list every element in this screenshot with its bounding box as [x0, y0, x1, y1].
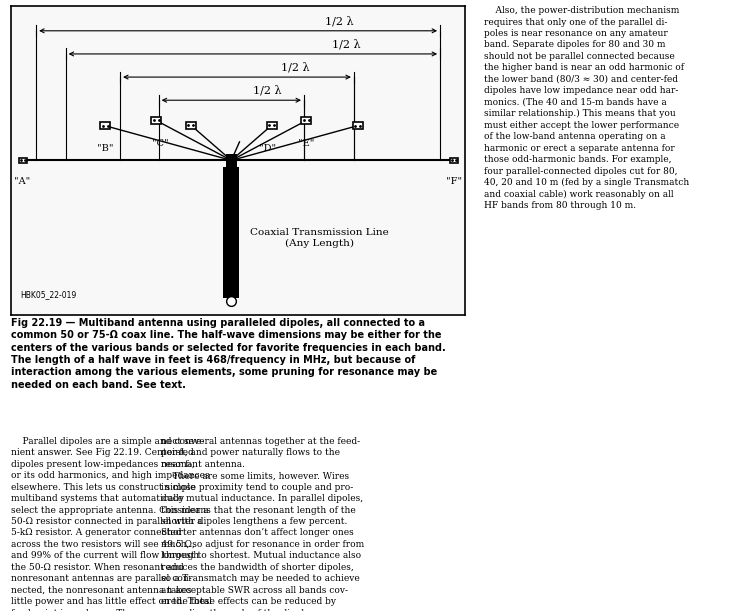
Text: 1/2 λ: 1/2 λ — [281, 62, 310, 73]
Text: "C": "C" — [152, 139, 169, 148]
Text: Fig 22.19 — Multiband antenna using paralleled dipoles, all connected to a
commo: Fig 22.19 — Multiband antenna using para… — [11, 318, 446, 390]
Text: "E": "E" — [298, 139, 314, 148]
Text: Parallel dipoles are a simple and conve-
nient answer. See Fig 22.19. Center-fed: Parallel dipoles are a simple and conve-… — [11, 437, 212, 611]
Bar — [224, 167, 239, 298]
Bar — [352, 122, 362, 129]
Text: 1/2 λ: 1/2 λ — [325, 16, 353, 26]
Bar — [152, 117, 161, 124]
Text: 1/2 λ: 1/2 λ — [254, 85, 282, 95]
Text: "D": "D" — [259, 144, 276, 153]
Text: Coaxial Transmission Line
(Any Length): Coaxial Transmission Line (Any Length) — [251, 229, 389, 248]
Text: "F": "F" — [446, 177, 462, 186]
Bar — [186, 122, 196, 128]
Bar — [100, 122, 110, 129]
Text: "B": "B" — [97, 144, 113, 153]
Text: 1/2 λ: 1/2 λ — [332, 39, 361, 49]
Bar — [267, 122, 277, 128]
Text: Also, the power-distribution mechanism
requires that only one of the parallel di: Also, the power-distribution mechanism r… — [484, 6, 689, 210]
Bar — [226, 153, 237, 167]
Bar — [449, 158, 458, 163]
Text: "A": "A" — [14, 177, 31, 186]
Bar — [302, 117, 311, 124]
Text: nect several antennas together at the feed-
point, and power naturally flows to : nect several antennas together at the fe… — [161, 437, 364, 611]
Bar — [19, 158, 27, 163]
Text: HBK05_22-019: HBK05_22-019 — [20, 290, 76, 299]
